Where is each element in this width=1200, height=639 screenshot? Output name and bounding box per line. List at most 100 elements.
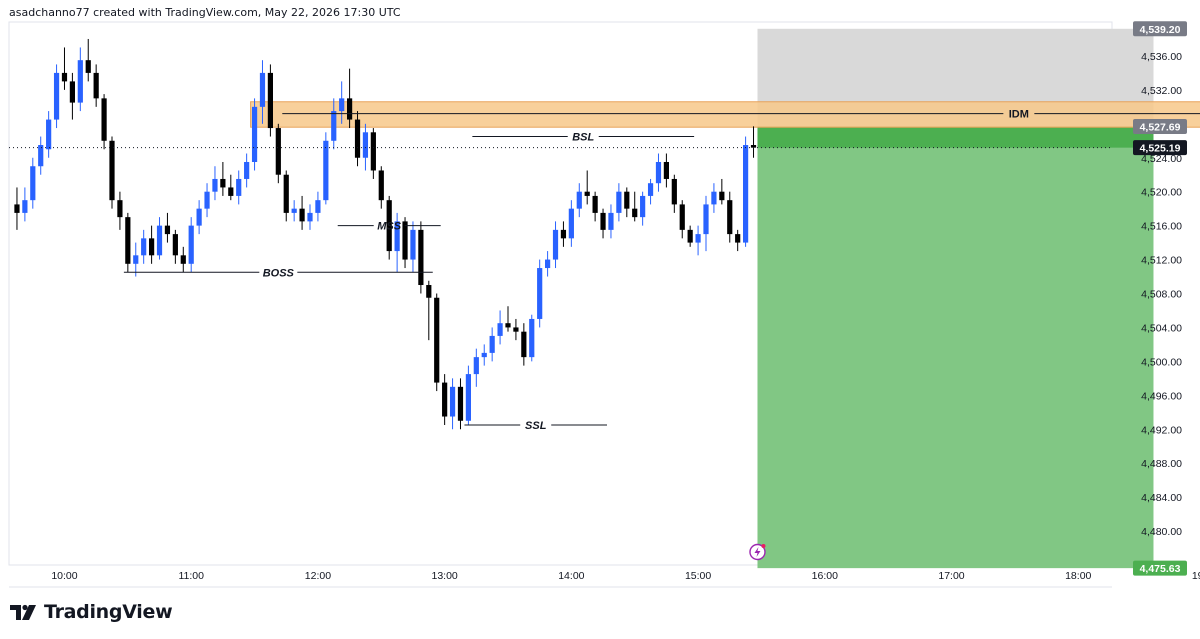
- bear-candle: [370, 128, 376, 179]
- candle-body: [291, 208, 297, 213]
- candle-body: [743, 145, 749, 243]
- candle-body: [655, 161, 662, 184]
- tradingview-wordmark: TradingView: [44, 601, 173, 623]
- open-profit-zone: [757, 126, 1154, 148]
- candle-body: [426, 285, 432, 298]
- candle-body: [735, 234, 741, 243]
- bull-candle: [489, 327, 495, 362]
- x-tick-label: 19:00: [1192, 570, 1200, 582]
- annotation-label: BOSS: [263, 267, 295, 279]
- bull-candle: [449, 378, 456, 430]
- candle-body: [632, 208, 638, 218]
- candle-body: [616, 191, 622, 213]
- bear-candle: [671, 174, 677, 213]
- bull-candle: [743, 136, 749, 247]
- bull-candle: [204, 183, 210, 218]
- candle-body: [61, 72, 68, 82]
- bull-candle: [307, 204, 313, 230]
- bear-candle: [69, 72, 75, 120]
- bear-candle: [61, 47, 68, 90]
- candle-body: [584, 191, 590, 196]
- bear-candle: [283, 170, 289, 222]
- annotation-ssl: SSL: [464, 420, 607, 432]
- y-tick-label: 4,512.00: [1141, 255, 1182, 267]
- bear-candle: [109, 136, 115, 209]
- bear-candle: [521, 323, 527, 366]
- bull-candle: [711, 183, 717, 213]
- bull-candle: [212, 166, 218, 201]
- candlestick-chart[interactable]: IDM BSL MSS BOSS SSL 4,480.00 4,484.00 4,488.00…: [0, 0, 1200, 600]
- bear-candle: [172, 229, 178, 264]
- candle-body: [537, 268, 543, 319]
- candle-body: [125, 217, 131, 264]
- annotation-label: SSL: [525, 420, 547, 432]
- candle-body: [362, 132, 369, 158]
- candle-body: [418, 229, 424, 286]
- bull-candle: [473, 348, 479, 387]
- tradingview-brand[interactable]: TradingView: [10, 601, 173, 623]
- y-tick-label: 4,516.00: [1141, 221, 1182, 233]
- price-badge-label: 4,527.69: [1140, 121, 1181, 133]
- candle-body: [172, 234, 178, 256]
- bear-candle: [418, 221, 424, 294]
- bear-candle: [267, 64, 273, 137]
- chart-caption: asadchanno77 created with TradingView.co…: [9, 6, 401, 19]
- candle-body: [77, 60, 83, 103]
- bear-candle: [457, 378, 464, 430]
- x-tick-label: 15:00: [685, 570, 711, 582]
- candle-body: [695, 234, 701, 243]
- bear-candle: [93, 64, 99, 107]
- y-tick-label: 4,488.00: [1141, 458, 1182, 470]
- bear-candle: [592, 191, 598, 222]
- candle-body: [204, 191, 210, 209]
- bull-candle: [703, 195, 709, 252]
- annotation-label: BSL: [572, 132, 594, 144]
- candle-body: [133, 255, 139, 264]
- bull-candle: [323, 132, 329, 205]
- candle-body: [663, 161, 669, 179]
- candle-body: [339, 98, 345, 112]
- x-tick-label: 18:00: [1065, 570, 1091, 582]
- bear-candle: [85, 38, 91, 82]
- lightning-alert-icon[interactable]: [749, 543, 766, 561]
- price-badge-label: 4,525.19: [1140, 143, 1181, 155]
- price-badge: 4,525.19: [1133, 140, 1187, 156]
- supply-zone: [250, 101, 1200, 128]
- candle-body: [592, 195, 598, 213]
- candle-body: [220, 178, 226, 188]
- candle-body: [497, 323, 503, 336]
- y-tick-label: 4,492.00: [1141, 424, 1182, 436]
- tradingview-logo-icon: [10, 603, 38, 621]
- candle-body: [299, 208, 305, 222]
- candle-body: [141, 238, 147, 256]
- candle-body: [323, 140, 329, 201]
- y-tick-label: 4,520.00: [1141, 187, 1182, 199]
- candle-body: [259, 72, 266, 107]
- bear-candle: [560, 221, 567, 247]
- candle-body: [434, 297, 440, 383]
- candle-body: [307, 212, 313, 222]
- bull-candle: [695, 225, 701, 256]
- bear-candle: [275, 123, 281, 184]
- candle-body: [164, 225, 171, 235]
- candle-body: [267, 72, 273, 129]
- bear-candle: [505, 306, 511, 332]
- bear-candle: [220, 161, 226, 196]
- take-profit-zone: [757, 126, 1154, 569]
- candle-body: [552, 229, 559, 260]
- annotation-mss: MSS: [337, 221, 441, 233]
- bull-candle: [315, 191, 321, 222]
- candle-body: [750, 145, 757, 148]
- bear-candle: [513, 318, 519, 341]
- y-tick-label: 4,500.00: [1141, 356, 1182, 368]
- candle-body: [442, 382, 448, 417]
- candle-body: [608, 212, 614, 230]
- candle-body: [465, 374, 471, 421]
- bear-candle: [442, 374, 448, 426]
- bull-candle: [77, 47, 83, 112]
- candle-body: [93, 72, 99, 99]
- bear-candle: [584, 170, 590, 205]
- candle-body: [624, 191, 630, 209]
- candle-body: [244, 161, 250, 179]
- bear-candle: [299, 195, 305, 230]
